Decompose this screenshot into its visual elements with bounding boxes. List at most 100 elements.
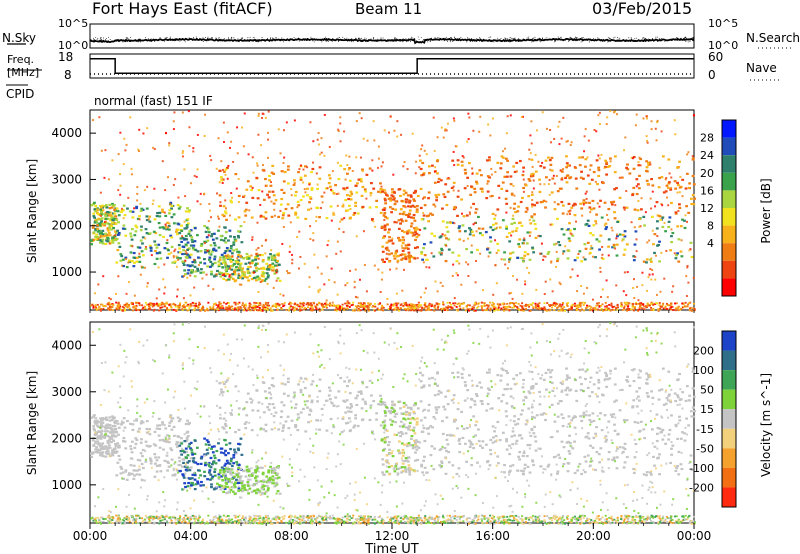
velocity-cell [573,440,576,443]
power-cell [132,251,136,255]
velocity-cell [101,417,105,420]
power-cell [201,277,204,280]
power-cell [410,309,413,312]
power-cell [217,271,221,274]
power-cell [269,184,273,187]
velocity-cell [505,440,508,443]
power-cell [335,252,338,255]
power-cell [116,306,119,309]
power-cell [302,168,305,171]
power-cell [92,215,96,218]
power-cell [462,215,466,218]
power-cell [434,304,437,307]
velocity-cell [670,447,673,450]
power-cell [114,239,118,242]
velocity-cell [303,386,307,390]
power-cell [374,225,377,228]
power-cell [121,258,125,261]
power-cell [218,304,221,307]
velocity-cell [121,440,125,443]
power-cell [650,120,653,123]
power-cell [389,307,392,310]
power-cell [587,224,591,227]
power-cell [456,274,459,277]
velocity-cell [230,477,234,481]
velocity-cell [397,467,400,470]
power-cell [199,309,202,312]
power-cell [668,304,671,307]
power-cell [248,209,251,212]
power-cell [426,305,429,308]
power-cell [529,134,532,137]
power-cell [503,307,506,310]
power-cell [318,301,321,304]
power-cell [270,215,274,218]
power-cell [227,239,230,242]
velocity-cell [412,410,416,413]
power-cell [115,261,119,264]
power-cell [472,202,475,206]
power-cell [255,304,258,307]
velocity-cell [138,427,141,430]
velocity-cell [256,475,260,478]
velocity-cell [625,455,629,459]
power-cell [251,156,254,159]
power-cell [268,264,272,267]
power-cell [651,273,654,276]
power-cell [330,189,334,192]
power-cell [260,253,264,257]
power-cell [206,307,209,310]
power-cell [241,126,244,129]
power-cell [584,158,588,161]
power-cell [312,161,315,164]
power-cell [616,220,620,223]
velocity-cell [108,416,112,419]
velocity-cell [237,472,241,475]
velocity-cell [413,418,417,421]
power-cell [314,306,317,309]
power-cell [138,260,142,263]
velocity-cell [390,452,393,455]
power-cell [626,309,629,312]
velocity-cell [170,428,174,431]
power-cell [380,185,383,188]
power-cell [417,304,420,307]
power-cell [446,230,450,233]
velocity-cell [421,471,425,474]
power-cell [596,308,599,311]
power-cell [226,273,230,276]
power-cell [395,250,399,253]
velocity-cell [270,470,274,473]
power-cell [96,227,100,230]
power-cell [319,288,322,291]
power-cell [594,256,597,259]
power-cell [138,252,141,255]
power-cell [635,192,639,196]
power-cell [310,188,314,191]
power-cell [556,203,560,206]
power-cell [477,227,481,230]
power-cell [148,305,151,308]
power-cell [193,265,197,268]
power-cell [569,144,572,147]
velocity-cell [279,415,283,419]
power-cell [135,304,138,307]
velocity-cell [246,469,249,472]
power-cell [566,164,570,167]
power-cell [637,302,640,305]
power-cell [210,264,214,267]
power-cell [218,225,221,228]
velocity-cell [379,400,383,403]
power-cell [408,258,412,261]
power-cell [357,305,360,308]
power-cell [513,303,516,306]
power-cell [272,194,276,197]
power-cell [525,304,528,307]
power-cell [164,223,167,226]
power-cell [207,301,210,304]
power-cell [311,307,314,310]
power-cell [157,305,160,308]
power-cell [189,229,193,232]
power-cell [111,202,114,206]
velocity-cell [220,466,224,469]
